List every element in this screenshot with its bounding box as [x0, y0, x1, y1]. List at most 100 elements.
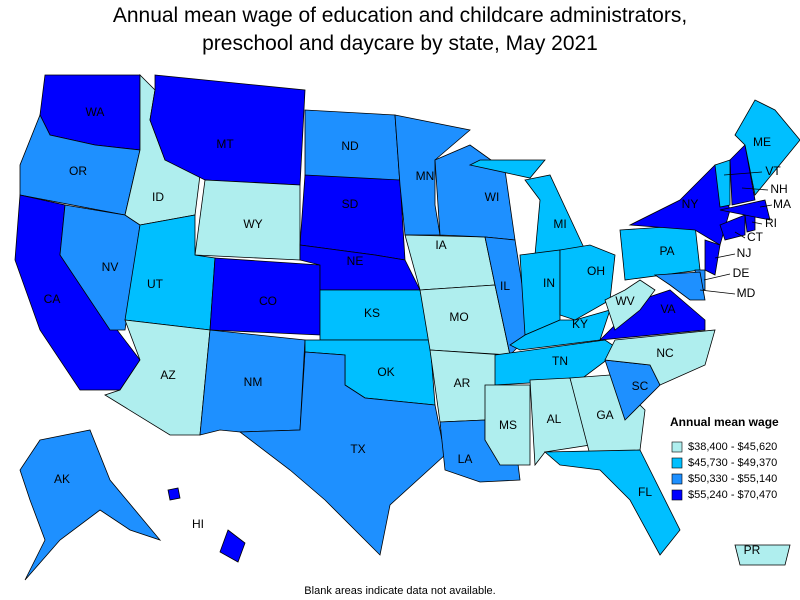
state — [734, 99, 800, 196]
state-label: IL — [500, 279, 510, 293]
state — [604, 279, 656, 331]
state-label: CA — [44, 292, 61, 306]
state-label: ID — [152, 190, 164, 204]
leader-line — [734, 231, 746, 239]
state-label: RI — [765, 216, 777, 230]
leader-line — [703, 273, 731, 281]
state-label: WA — [86, 105, 105, 119]
state-label: TN — [552, 354, 568, 368]
leader-line — [759, 204, 773, 208]
state — [167, 487, 181, 501]
state — [19, 429, 162, 581]
state — [543, 449, 681, 556]
state-label: KS — [364, 306, 380, 320]
state — [509, 309, 611, 351]
state — [434, 144, 516, 241]
state — [524, 174, 586, 256]
state-label: MT — [216, 137, 234, 151]
state-label: KY — [572, 317, 588, 331]
state-label: VA — [660, 302, 675, 316]
state — [404, 234, 496, 291]
legend-swatch — [671, 473, 683, 485]
state — [729, 144, 756, 206]
state — [559, 244, 616, 321]
state — [604, 329, 716, 386]
state-label: NC — [656, 346, 674, 360]
legend: $38,400 - $45,620 $45,730 - $49,370 $50,33… — [671, 441, 777, 501]
leader-line — [751, 221, 763, 225]
state — [734, 544, 791, 566]
state-label: NY — [682, 197, 699, 211]
state-label: MD — [737, 286, 756, 300]
state-label: MN — [416, 169, 435, 183]
leader-line — [714, 253, 736, 259]
state-label: WI — [485, 190, 500, 204]
map-title: Annual mean wage of education and childc… — [113, 4, 687, 55]
state-label: CT — [747, 230, 764, 244]
state-label: AR — [454, 376, 471, 390]
state-label: NV — [102, 260, 119, 274]
states — [14, 74, 800, 581]
footnote: Blank areas indicate data not available. — [304, 585, 495, 597]
state-label: MI — [553, 217, 566, 231]
state-label: PR — [744, 543, 761, 557]
state — [149, 74, 306, 186]
state-label: NM — [244, 375, 263, 389]
state-label: FL — [638, 485, 652, 499]
legend-label: $38,400 - $45,620 — [688, 441, 777, 453]
state — [714, 159, 731, 208]
state-label: MS — [499, 418, 517, 432]
state-label: SD — [342, 197, 359, 211]
state — [238, 351, 446, 556]
state — [219, 529, 246, 563]
state — [653, 271, 706, 301]
state — [719, 214, 746, 241]
state-label: IN — [543, 276, 555, 290]
state-label: AK — [54, 472, 70, 486]
state-label: NH — [770, 182, 787, 196]
state-label: VT — [765, 164, 781, 178]
legend-label: $55,240 - $70,470 — [688, 489, 777, 501]
state-label: UT — [147, 277, 164, 291]
state-label: NJ — [737, 246, 752, 260]
state-label: OR — [69, 164, 87, 178]
state — [529, 377, 591, 467]
legend-label: $45,730 - $49,370 — [688, 457, 777, 469]
state-label: ND — [341, 139, 359, 153]
state-label: OH — [587, 264, 605, 278]
state — [394, 114, 471, 236]
state-label: AZ — [160, 368, 175, 382]
legend-swatch — [671, 457, 683, 469]
state-label: DE — [733, 266, 750, 280]
state-label: SC — [632, 379, 649, 393]
state — [468, 159, 546, 179]
state — [704, 239, 721, 276]
legend-title: Annual mean wage — [670, 415, 779, 429]
state-label: AL — [547, 412, 562, 426]
labels: WA OR CA NV ID MT WY UT AZ CO NM ND SD NE KS OK TX MN IA MO… — [44, 105, 791, 557]
state — [494, 339, 621, 386]
state-label: LA — [458, 452, 473, 466]
state-label: CO — [259, 294, 277, 308]
legend-swatch — [671, 441, 683, 453]
state-label: ME — [753, 135, 771, 149]
state-label: PA — [659, 244, 674, 258]
state — [719, 199, 771, 221]
state-label: MO — [449, 310, 468, 324]
state-label: TX — [350, 442, 365, 456]
legend-swatch — [671, 489, 683, 501]
state-label: NE — [347, 254, 364, 268]
state-label: OK — [377, 365, 394, 379]
state-label: MA — [773, 197, 791, 211]
leader-line — [723, 171, 763, 176]
leader-line — [741, 187, 769, 191]
state-label: GA — [596, 408, 613, 422]
leader-line — [699, 289, 736, 295]
state-label: WV — [615, 294, 634, 308]
state — [484, 384, 531, 466]
legend-label: $50,330 - $55,140 — [688, 473, 777, 485]
state-label: IA — [435, 238, 446, 252]
state-label: HI — [192, 517, 204, 531]
state-label: WY — [243, 217, 262, 231]
